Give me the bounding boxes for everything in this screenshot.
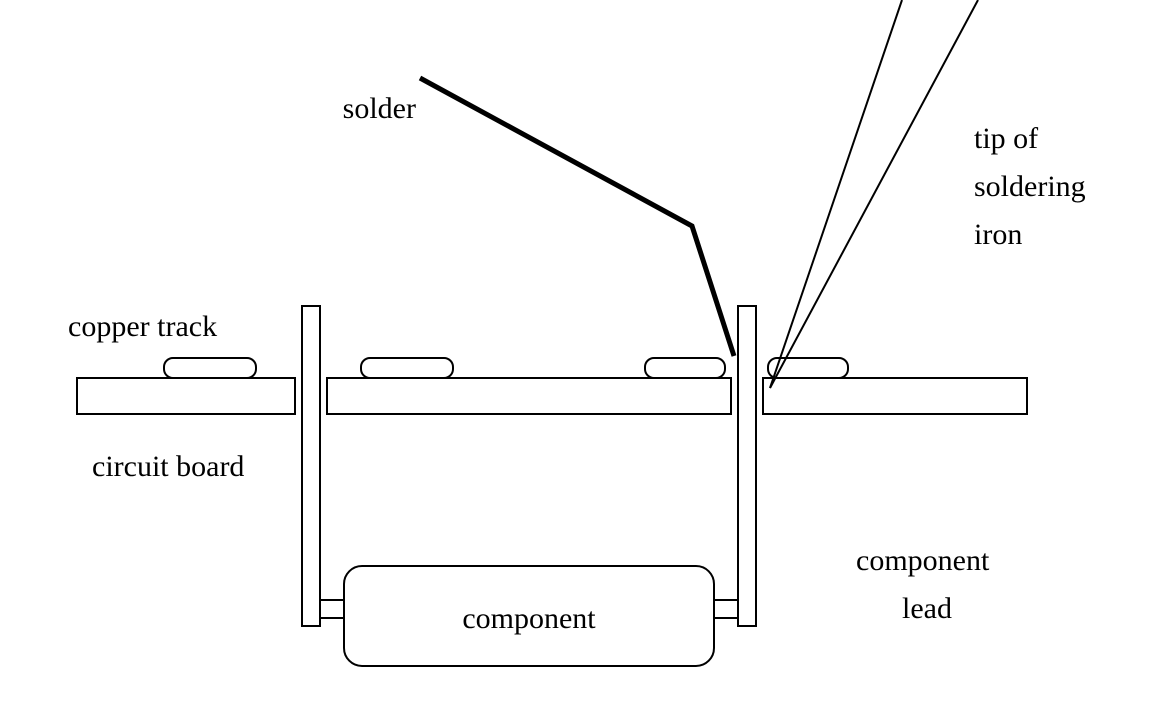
label-copper-track: copper track [68,310,217,343]
label-iron-tip-line1: tip of [974,122,1038,155]
board-segment [763,378,1027,414]
circuit-board [77,378,1027,414]
copper-track [164,358,256,378]
iron-tip-line [770,0,902,388]
label-component: component [462,602,596,635]
lead-connector [714,600,738,618]
label-iron-tip-line2: soldering [974,170,1086,203]
label-circuit-board: circuit board [92,450,244,483]
label-solder: solder [343,92,416,125]
lead-connector [320,600,344,618]
copper-track [645,358,725,378]
solder-wire [420,78,734,356]
label-component-lead-line1: component [856,544,990,577]
component-lead [302,306,320,626]
label-component-lead-line2: lead [902,592,952,625]
copper-track [361,358,453,378]
iron-tip-line [770,0,978,388]
soldering-diagram: solder tip of soldering iron copper track cir… [68,0,1086,666]
board-segment [77,378,295,414]
label-iron-tip-line3: iron [974,218,1022,251]
board-segment [327,378,731,414]
component-lead [738,306,756,626]
soldering-iron-tip [770,0,978,388]
